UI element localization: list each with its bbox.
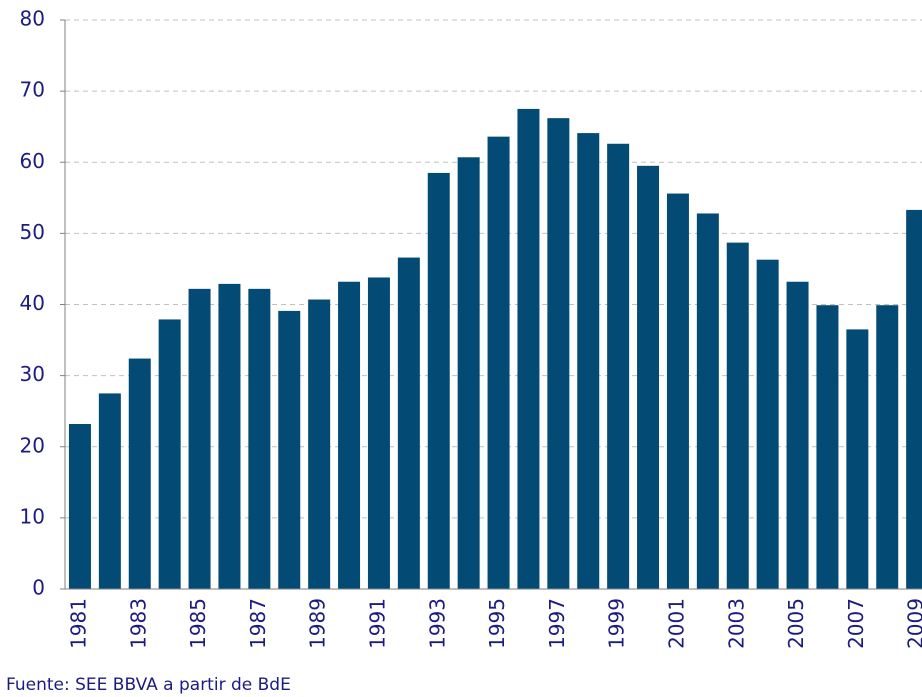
bar <box>367 277 390 589</box>
x-tick-label: 1997 <box>545 598 569 649</box>
bar <box>696 213 719 589</box>
y-tick-label: 30 <box>20 362 45 386</box>
bar <box>308 299 331 589</box>
bar <box>218 283 241 589</box>
y-tick-label: 20 <box>20 433 45 457</box>
bar <box>68 423 91 589</box>
y-tick-label: 10 <box>20 504 45 528</box>
source-note: Fuente: SEE BBVA a partir de BdE <box>6 675 291 695</box>
bar <box>517 108 540 589</box>
x-tick-label: 1989 <box>306 598 330 649</box>
bar <box>487 136 510 589</box>
bar <box>577 133 600 589</box>
bar <box>786 281 809 589</box>
bar <box>248 288 271 589</box>
y-tick-label: 50 <box>20 220 45 244</box>
bar <box>278 310 301 589</box>
bar <box>128 358 151 589</box>
bar <box>547 118 570 589</box>
bar <box>726 242 749 589</box>
x-tick-label: 2003 <box>724 598 748 649</box>
bar <box>876 305 899 589</box>
bar <box>846 329 869 589</box>
y-tick-label: 80 <box>20 7 45 31</box>
bar <box>756 259 779 589</box>
x-tick-label: 1995 <box>485 598 509 649</box>
bar <box>98 393 121 589</box>
x-tick-label: 2001 <box>664 598 688 649</box>
bar <box>906 209 922 589</box>
bar <box>607 143 630 589</box>
bar <box>397 257 420 589</box>
bar <box>816 305 839 589</box>
y-tick-label: 60 <box>20 149 45 173</box>
x-tick-label: 2009 <box>904 598 922 649</box>
bar <box>158 319 181 589</box>
bar <box>338 281 361 589</box>
x-tick-label: 1987 <box>246 598 270 649</box>
x-tick-label: 2005 <box>784 598 808 649</box>
y-tick-label: 40 <box>20 291 45 315</box>
bar <box>637 165 660 589</box>
x-tick-label: 1991 <box>365 598 389 649</box>
x-tick-label: 1981 <box>66 598 90 649</box>
x-tick-label: 1999 <box>605 598 629 649</box>
bar <box>457 157 480 590</box>
y-tick-label: 0 <box>32 576 45 600</box>
x-tick-label: 1983 <box>126 598 150 649</box>
bar <box>427 172 450 589</box>
bar <box>666 193 689 590</box>
y-tick-label: 70 <box>20 78 45 102</box>
x-tick-label: 1985 <box>186 598 210 649</box>
x-tick-label: 1993 <box>425 598 449 649</box>
x-tick-label: 2007 <box>844 598 868 649</box>
bar <box>188 288 211 589</box>
